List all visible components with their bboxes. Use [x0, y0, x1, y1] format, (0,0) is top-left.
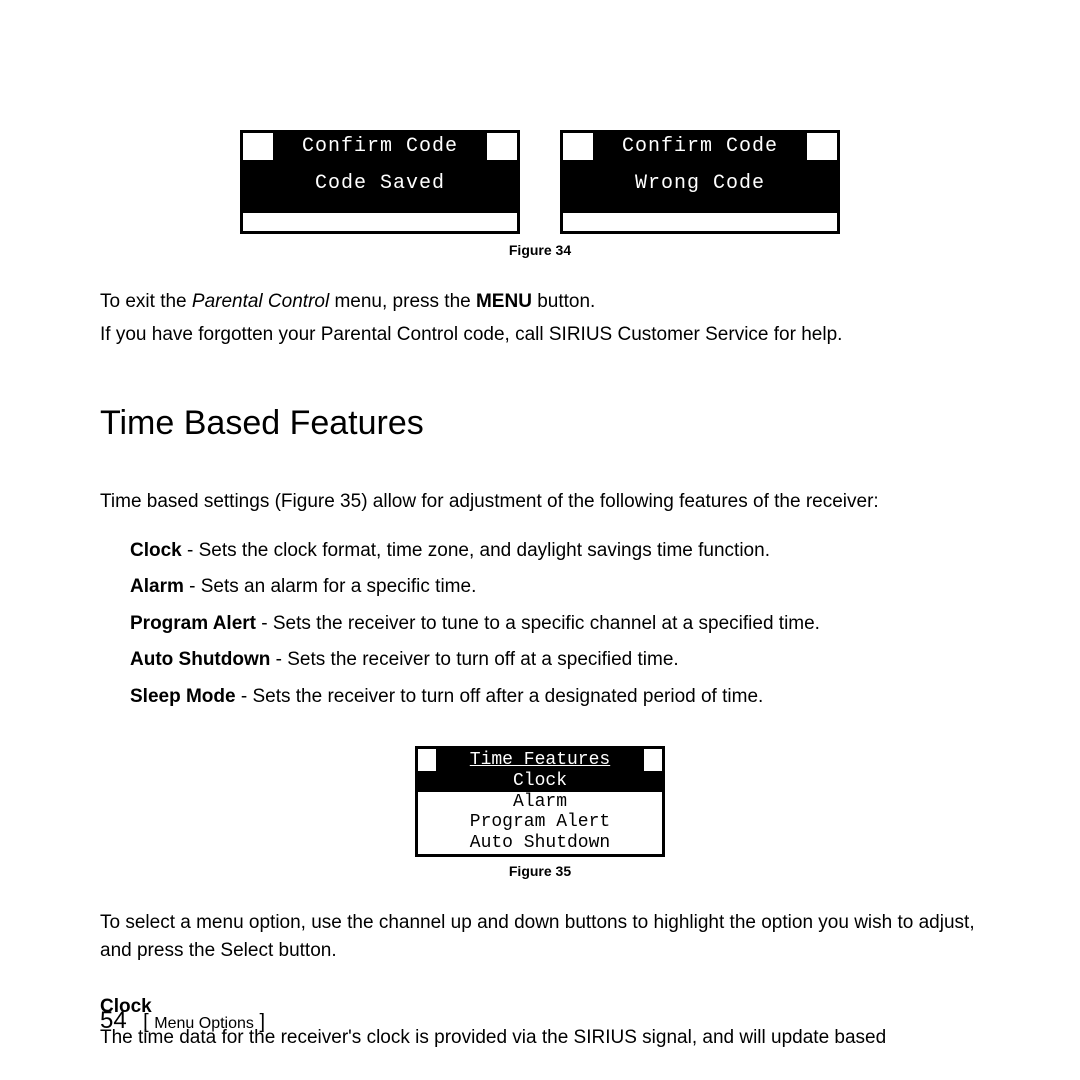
lcd-title: Confirm Code	[563, 133, 837, 160]
feature-desc: - Sets an alarm for a specific time.	[184, 576, 477, 597]
feature-alarm: Alarm - Sets an alarm for a specific tim…	[130, 573, 980, 602]
footer-section: Menu Options	[154, 1015, 254, 1032]
feature-clock: Clock - Sets the clock format, time zone…	[130, 537, 980, 566]
bold-text: MENU	[476, 291, 532, 312]
feature-label: Alarm	[130, 576, 184, 597]
feature-label: Auto Shutdown	[130, 649, 270, 670]
feature-label: Program Alert	[130, 613, 256, 634]
text: To exit the	[100, 291, 192, 312]
lcd-body: Wrong Code	[563, 160, 837, 213]
figure-35-caption: Figure 35	[100, 863, 980, 879]
intro-text: Time based settings (Figure 35) allow fo…	[100, 488, 980, 517]
feature-sleep: Sleep Mode - Sets the receiver to turn o…	[130, 683, 980, 712]
feature-desc: - Sets the clock format, time zone, and …	[182, 540, 770, 561]
italic-text: Parental Control	[192, 291, 329, 312]
page-footer: 54 [ Menu Options ]	[100, 1007, 265, 1035]
bracket-close: ]	[254, 1011, 265, 1033]
lcd-time-features: Time Features Clock Alarm Program Alert …	[415, 746, 665, 857]
lcd-menu-item-alarm: Alarm	[418, 792, 662, 813]
figure-34-caption: Figure 34	[100, 242, 980, 258]
feature-desc: - Sets the receiver to turn off at a spe…	[270, 649, 678, 670]
forgotten-code-text: If you have forgotten your Parental Cont…	[100, 321, 980, 350]
page-number: 54	[100, 1007, 127, 1034]
feature-list: Clock - Sets the clock format, time zone…	[130, 537, 980, 712]
lcd-menu-item-clock: Clock	[418, 771, 662, 792]
lcd-confirm-saved: Confirm Code Code Saved	[240, 130, 520, 234]
exit-instruction: To exit the Parental Control menu, press…	[100, 288, 980, 317]
lcd-footer-blank	[243, 213, 517, 231]
lcd-title: Confirm Code	[243, 133, 517, 160]
lcd-confirm-wrong: Confirm Code Wrong Code	[560, 130, 840, 234]
lcd-menu-title: Time Features	[418, 749, 662, 771]
text: button.	[532, 291, 595, 312]
feature-label: Sleep Mode	[130, 686, 236, 707]
lcd-menu-item-auto: Auto Shutdown	[418, 833, 662, 854]
feature-program: Program Alert - Sets the receiver to tun…	[130, 610, 980, 639]
lcd-menu-item-program: Program Alert	[418, 812, 662, 833]
feature-desc: - Sets the receiver to tune to a specifi…	[256, 613, 820, 634]
feature-label: Clock	[130, 540, 182, 561]
feature-desc: - Sets the receiver to turn off after a …	[236, 686, 764, 707]
section-heading: Time Based Features	[100, 404, 980, 443]
lcd-body: Code Saved	[243, 160, 517, 213]
select-instruction: To select a menu option, use the channel…	[100, 909, 980, 966]
feature-auto: Auto Shutdown - Sets the receiver to tur…	[130, 646, 980, 675]
figure-34-row: Confirm Code Code Saved Confirm Code Wro…	[100, 130, 980, 234]
bracket-open: [	[143, 1011, 154, 1033]
lcd-footer-blank	[563, 213, 837, 231]
text: menu, press the	[329, 291, 476, 312]
